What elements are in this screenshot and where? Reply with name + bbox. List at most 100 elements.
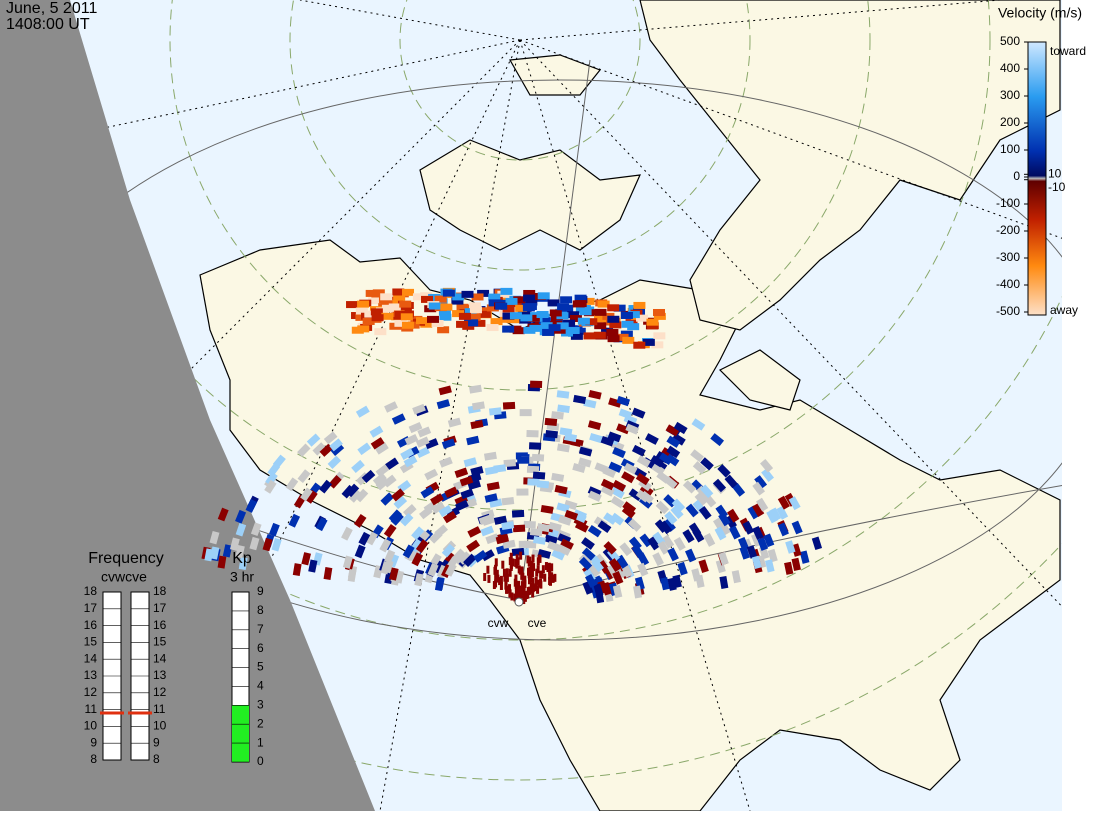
cell: [600, 478, 615, 491]
cell: [530, 569, 534, 578]
cell: [603, 541, 617, 555]
cell: [538, 317, 551, 325]
greenland: [639, 0, 1061, 331]
cell: [635, 472, 650, 486]
cell: [528, 586, 532, 595]
cell: [362, 317, 375, 325]
cell: [655, 500, 670, 515]
cell: [502, 325, 515, 333]
cell: [578, 446, 593, 457]
cell: [763, 533, 775, 548]
cell: [631, 407, 646, 419]
cell: [531, 589, 535, 598]
cell: [521, 572, 525, 581]
cell: [382, 474, 397, 488]
cell: [563, 433, 578, 443]
kp-tick-label: 6: [257, 641, 264, 655]
cell: [724, 474, 738, 489]
cell: [621, 505, 636, 519]
cell: [508, 589, 512, 598]
cell: [502, 401, 516, 410]
cell: [540, 504, 554, 514]
cell: [647, 536, 660, 551]
cell: [572, 463, 586, 473]
cell: [438, 504, 453, 518]
cell: [501, 497, 515, 506]
cell: [578, 556, 593, 571]
cell: [623, 462, 638, 475]
cell: [348, 489, 362, 503]
cell: [493, 566, 497, 575]
cell: [511, 509, 525, 518]
cell: [728, 525, 741, 540]
cell: [589, 432, 603, 444]
cell: [416, 317, 429, 325]
cell: [612, 570, 624, 585]
cell: [341, 526, 353, 541]
cell: [461, 290, 474, 298]
cell: [698, 505, 712, 520]
cell: [424, 438, 439, 450]
cell: [517, 580, 521, 589]
cell: [505, 573, 509, 582]
cell: [633, 301, 646, 309]
cell: [616, 395, 631, 407]
cell: [544, 534, 558, 545]
cell: [536, 480, 550, 489]
cell: [452, 310, 465, 318]
cell: [481, 515, 496, 526]
cell: [271, 538, 282, 552]
cell: [682, 529, 695, 543]
cell: [653, 312, 666, 320]
cell: [777, 522, 789, 537]
cell: [523, 520, 536, 529]
cell: [714, 526, 727, 541]
cell: [658, 452, 673, 466]
cell: [553, 573, 557, 582]
cell: [610, 486, 625, 499]
cell: [637, 562, 649, 577]
cell: [657, 540, 670, 555]
cell: [480, 525, 495, 537]
cell: [646, 318, 659, 326]
cell: [456, 303, 469, 311]
cell: [494, 558, 498, 567]
cell: [357, 300, 370, 308]
cell: [534, 576, 538, 585]
cell: [600, 484, 615, 497]
kp-tick-label: 9: [257, 584, 264, 598]
cell: [444, 486, 459, 498]
cell: [292, 563, 302, 577]
cell: [393, 495, 408, 510]
cell: [222, 544, 233, 558]
cell: [549, 309, 562, 317]
frequency-tick-label: 16: [153, 618, 167, 632]
cell: [710, 433, 725, 447]
cell: [400, 313, 413, 321]
cell: [411, 526, 425, 541]
cell: [468, 384, 482, 394]
cell: [391, 488, 405, 502]
frequency-tick-label: 8: [153, 752, 160, 766]
cell: [610, 495, 625, 509]
kp-tick-label: 0: [257, 754, 264, 768]
cell: [520, 581, 524, 590]
frequency-tick-label: 15: [153, 635, 167, 649]
frequency-tick-label: 11: [153, 702, 166, 716]
cell: [264, 479, 277, 494]
cell: [381, 304, 394, 312]
away-label: away: [1050, 303, 1078, 317]
cell: [636, 455, 651, 468]
frequency-tick-label: 13: [153, 668, 167, 682]
cell: [492, 581, 496, 590]
cell: [548, 324, 561, 332]
velocity-tick-label: 0: [1013, 169, 1020, 183]
cell: [610, 512, 625, 526]
frequency-tick-label: 10: [153, 719, 167, 733]
cell: [347, 569, 357, 583]
kp-tick-label: 5: [257, 660, 264, 674]
time: 1408:00 UT: [6, 16, 90, 33]
cell: [463, 457, 477, 468]
cell: [361, 469, 376, 484]
kp-tick-label: 3: [257, 698, 264, 712]
